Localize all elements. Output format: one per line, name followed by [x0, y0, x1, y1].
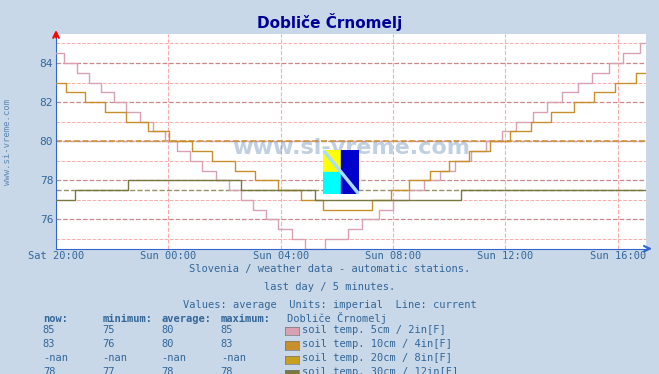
Text: www.si-vreme.com: www.si-vreme.com — [232, 138, 470, 157]
Text: 85: 85 — [221, 325, 233, 335]
Text: maximum:: maximum: — [221, 315, 271, 324]
Text: average:: average: — [161, 315, 212, 324]
Text: Dobliče Črnomelj: Dobliče Črnomelj — [287, 312, 387, 324]
Text: soil temp. 10cm / 4in[F]: soil temp. 10cm / 4in[F] — [302, 339, 453, 349]
Text: Slovenia / weather data - automatic stations.: Slovenia / weather data - automatic stat… — [189, 264, 470, 274]
Text: soil temp. 30cm / 12in[F]: soil temp. 30cm / 12in[F] — [302, 368, 459, 374]
Text: -nan: -nan — [161, 353, 186, 363]
Text: 78: 78 — [161, 368, 174, 374]
Text: now:: now: — [43, 315, 68, 324]
Text: 78: 78 — [43, 368, 55, 374]
Text: 76: 76 — [102, 339, 115, 349]
Text: 80: 80 — [161, 325, 174, 335]
Text: 85: 85 — [43, 325, 55, 335]
Text: -nan: -nan — [102, 353, 127, 363]
Text: last day / 5 minutes.: last day / 5 minutes. — [264, 282, 395, 292]
Text: Dobliče Črnomelj: Dobliče Črnomelj — [257, 13, 402, 31]
Text: minimum:: minimum: — [102, 315, 152, 324]
Text: Values: average  Units: imperial  Line: current: Values: average Units: imperial Line: cu… — [183, 300, 476, 310]
Text: 78: 78 — [221, 368, 233, 374]
Bar — [323, 150, 341, 172]
Text: soil temp. 20cm / 8in[F]: soil temp. 20cm / 8in[F] — [302, 353, 453, 363]
Text: 83: 83 — [221, 339, 233, 349]
Text: soil temp. 5cm / 2in[F]: soil temp. 5cm / 2in[F] — [302, 325, 446, 335]
Bar — [323, 172, 341, 194]
Text: 83: 83 — [43, 339, 55, 349]
Text: -nan: -nan — [221, 353, 246, 363]
Text: www.si-vreme.com: www.si-vreme.com — [3, 99, 13, 185]
Text: 75: 75 — [102, 325, 115, 335]
Bar — [341, 150, 359, 194]
Text: 77: 77 — [102, 368, 115, 374]
Text: -nan: -nan — [43, 353, 68, 363]
Text: 80: 80 — [161, 339, 174, 349]
